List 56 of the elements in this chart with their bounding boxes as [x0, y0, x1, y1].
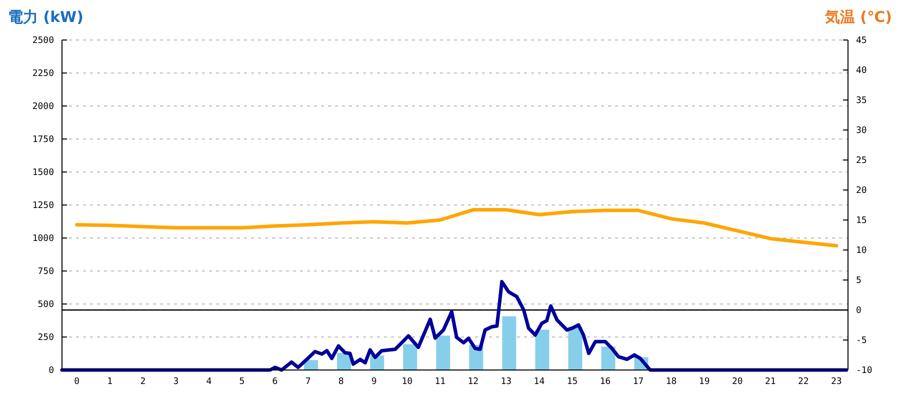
- y2-tick-label: 45: [856, 36, 867, 46]
- y-tick-label: 750: [38, 267, 54, 278]
- line-series: [75, 208, 838, 248]
- x-tick-label: 15: [566, 377, 578, 387]
- y2-tick-label: 20: [856, 186, 867, 196]
- x-tick-label: 12: [468, 377, 479, 387]
- x-tick-label: 19: [698, 377, 710, 387]
- y-tick-label: 250: [38, 333, 54, 344]
- y2-tick-label: 15: [856, 216, 867, 226]
- x-tick-label: 16: [600, 377, 611, 387]
- bar: [568, 326, 582, 370]
- y-tick-label: 2500: [32, 36, 54, 46]
- y2-tick-label: 10: [856, 246, 867, 256]
- y2-tick-label: -5: [856, 336, 867, 346]
- x-tick-label: 3: [173, 377, 179, 387]
- x-tick-label: 9: [371, 377, 377, 387]
- y-tick-label: 2250: [32, 69, 54, 80]
- y2-tick-label: 5: [856, 276, 862, 286]
- y2-axis-title: 気温 (℃): [824, 8, 892, 26]
- x-tick-label: 17: [632, 377, 644, 387]
- y2-tick-label: 25: [856, 156, 867, 166]
- x-tick-label: 14: [534, 377, 545, 387]
- y-tick-label: 2000: [32, 102, 54, 112]
- x-tick-label: 11: [434, 377, 446, 387]
- x-tick-label: 10: [402, 377, 413, 387]
- y2-tick-label: 30: [856, 126, 867, 136]
- y-tick-label: 1250: [32, 201, 54, 212]
- x-tick-label: 18: [666, 377, 677, 387]
- y-tick-label: 0: [48, 366, 54, 376]
- x-tick-label: 20: [732, 377, 743, 387]
- bar: [403, 344, 418, 370]
- x-tick-label: 2: [140, 377, 146, 387]
- y2-tick-label: 35: [856, 96, 867, 106]
- x-tick-label: 1: [107, 377, 113, 387]
- y2-tick-label: 40: [856, 66, 867, 76]
- x-tick-label: 0: [74, 377, 80, 387]
- bar: [535, 330, 550, 370]
- x-tick-label: 8: [338, 377, 344, 387]
- y-axis-title: 電力 (kW): [8, 8, 84, 26]
- bar: [502, 316, 516, 370]
- y-tick-label: 500: [38, 300, 54, 310]
- bar: [436, 336, 450, 370]
- y2-tick-label: -10: [856, 366, 872, 376]
- x-tick-label: 22: [798, 377, 809, 387]
- x-tick-label: 4: [206, 377, 212, 387]
- x-tick-label: 13: [500, 377, 512, 387]
- x-tick-label: 5: [239, 377, 245, 387]
- bar: [601, 346, 616, 370]
- y2-tick-label: 0: [856, 306, 862, 316]
- y-tick-label: 1500: [32, 168, 54, 178]
- x-tick-label: 6: [272, 377, 278, 387]
- x-tick-label: 7: [305, 377, 311, 387]
- y-tick-label: 1750: [32, 135, 54, 146]
- x-tick-label: 21: [764, 377, 776, 387]
- x-tick-label: 23: [831, 377, 842, 387]
- y-tick-label: 1000: [32, 234, 54, 244]
